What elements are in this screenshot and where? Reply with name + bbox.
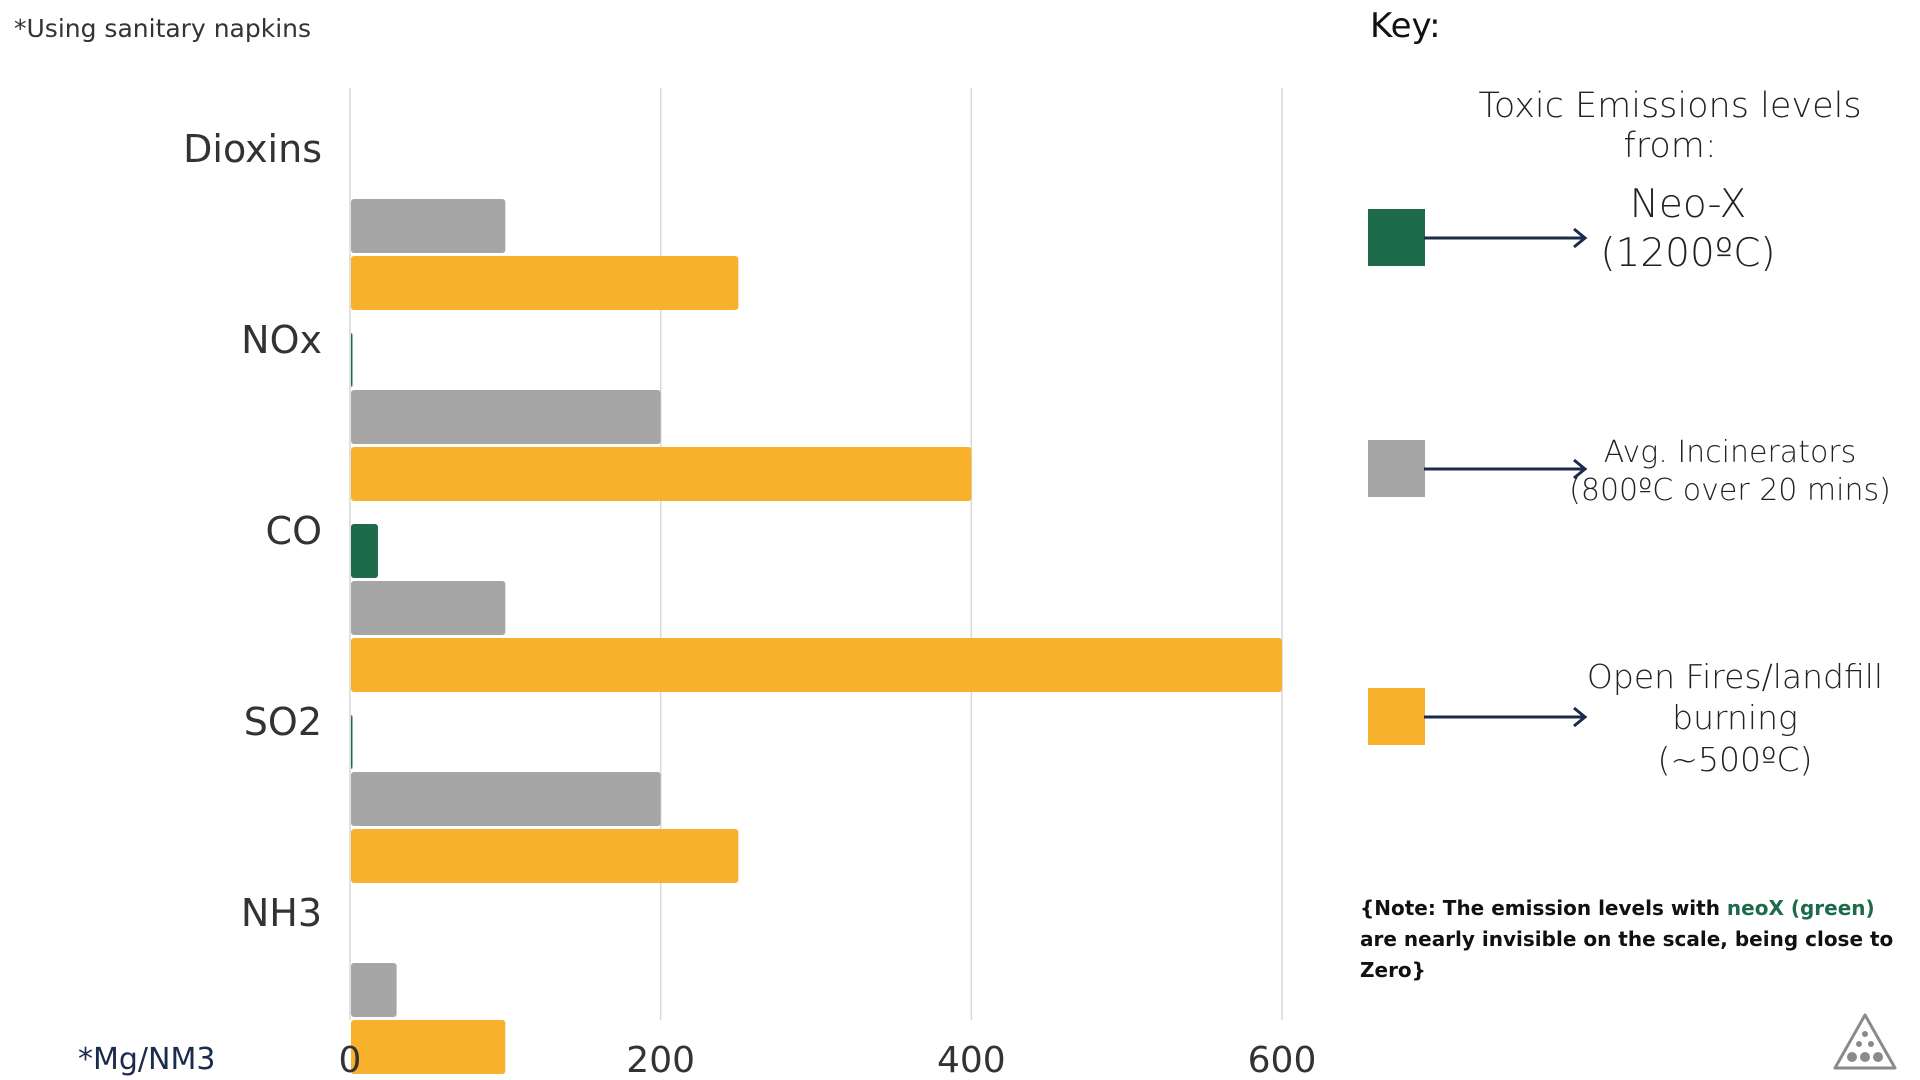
key-title: Key: bbox=[1370, 6, 1441, 46]
bar-dioxins-series-1 bbox=[351, 199, 506, 253]
x-tick-label: 400 bbox=[937, 1040, 1006, 1080]
key-subtitle: Toxic Emissions levels from: bbox=[1478, 86, 1862, 166]
legend-label-neo-x: Neo-X (1200ºC) bbox=[1558, 181, 1818, 279]
note-part: {Note: The emission levels with bbox=[1360, 896, 1727, 920]
bar-dioxins-series-2 bbox=[351, 256, 739, 310]
legend-label-line: (800ºC over 20 mins) bbox=[1569, 472, 1891, 508]
legend-swatch-neo-x bbox=[1368, 209, 1425, 266]
category-label: CO bbox=[266, 509, 322, 553]
x-tick-label: 200 bbox=[626, 1040, 695, 1080]
legend-label-line: Avg. Incinerators bbox=[1603, 435, 1857, 470]
bar-nh3-series-1 bbox=[351, 963, 397, 1017]
category-label: SO2 bbox=[244, 700, 322, 744]
note-highlight: neoX (green) bbox=[1726, 896, 1875, 920]
category-label: NOx bbox=[241, 318, 322, 362]
bar-so2-series-0 bbox=[351, 715, 353, 769]
legend-label-avg-incinerators: Avg. Incinerators (800ºC over 20 mins) bbox=[1550, 434, 1910, 509]
legend-label-open-fires: Open Fires/landfill burning (~500ºC) bbox=[1560, 656, 1910, 780]
category-label: Dioxins bbox=[183, 127, 322, 171]
unit-label: *Mg/NM3 bbox=[78, 1042, 216, 1077]
legend-label-line: (1200ºC) bbox=[1600, 230, 1776, 276]
x-tick-label: 600 bbox=[1248, 1040, 1317, 1080]
bars bbox=[351, 199, 1282, 1074]
bar-nox-series-1 bbox=[351, 390, 661, 444]
x-tick-label: 0 bbox=[339, 1040, 362, 1080]
arrow-right-icon bbox=[1424, 706, 1588, 728]
note-part: are nearly invisible on the scale, being… bbox=[1360, 927, 1894, 982]
x-axis-ticks: 0 200 400 600 bbox=[339, 1040, 1317, 1080]
bar-co-series-0 bbox=[351, 524, 378, 578]
legend-label-line: Neo-X bbox=[1629, 182, 1747, 227]
legend-label-line: Open Fires/landfill bbox=[1586, 657, 1884, 696]
bar-so2-series-1 bbox=[351, 772, 661, 826]
bar-nh3-series-2 bbox=[351, 1020, 506, 1074]
bar-nox-series-0 bbox=[351, 333, 353, 387]
triangle-dots-logo-icon bbox=[1833, 1013, 1897, 1070]
legend-swatch-open-fires bbox=[1368, 688, 1425, 745]
category-label: NH3 bbox=[241, 891, 322, 935]
legend-swatch-avg-incinerators bbox=[1368, 440, 1425, 497]
category-labels: Dioxins NOx CO SO2 NH3 bbox=[183, 127, 322, 935]
legend-label-line: (~500ºC) bbox=[1657, 739, 1813, 779]
arrow-right-icon bbox=[1424, 458, 1588, 480]
arrow-right-icon bbox=[1424, 227, 1588, 249]
bar-co-series-2 bbox=[351, 638, 1282, 692]
bar-co-series-1 bbox=[351, 581, 506, 635]
legend-label-line: burning bbox=[1672, 698, 1798, 738]
emissions-bar-chart: Dioxins NOx CO SO2 NH3 0 200 400 600 bbox=[183, 88, 1317, 1080]
gridlines bbox=[349, 88, 1283, 1020]
bar-so2-series-2 bbox=[351, 829, 739, 883]
bar-nox-series-2 bbox=[351, 447, 972, 501]
note-text: {Note: The emission levels with neoX (gr… bbox=[1360, 893, 1900, 986]
sample-footnote: *Using sanitary napkins bbox=[14, 14, 312, 43]
